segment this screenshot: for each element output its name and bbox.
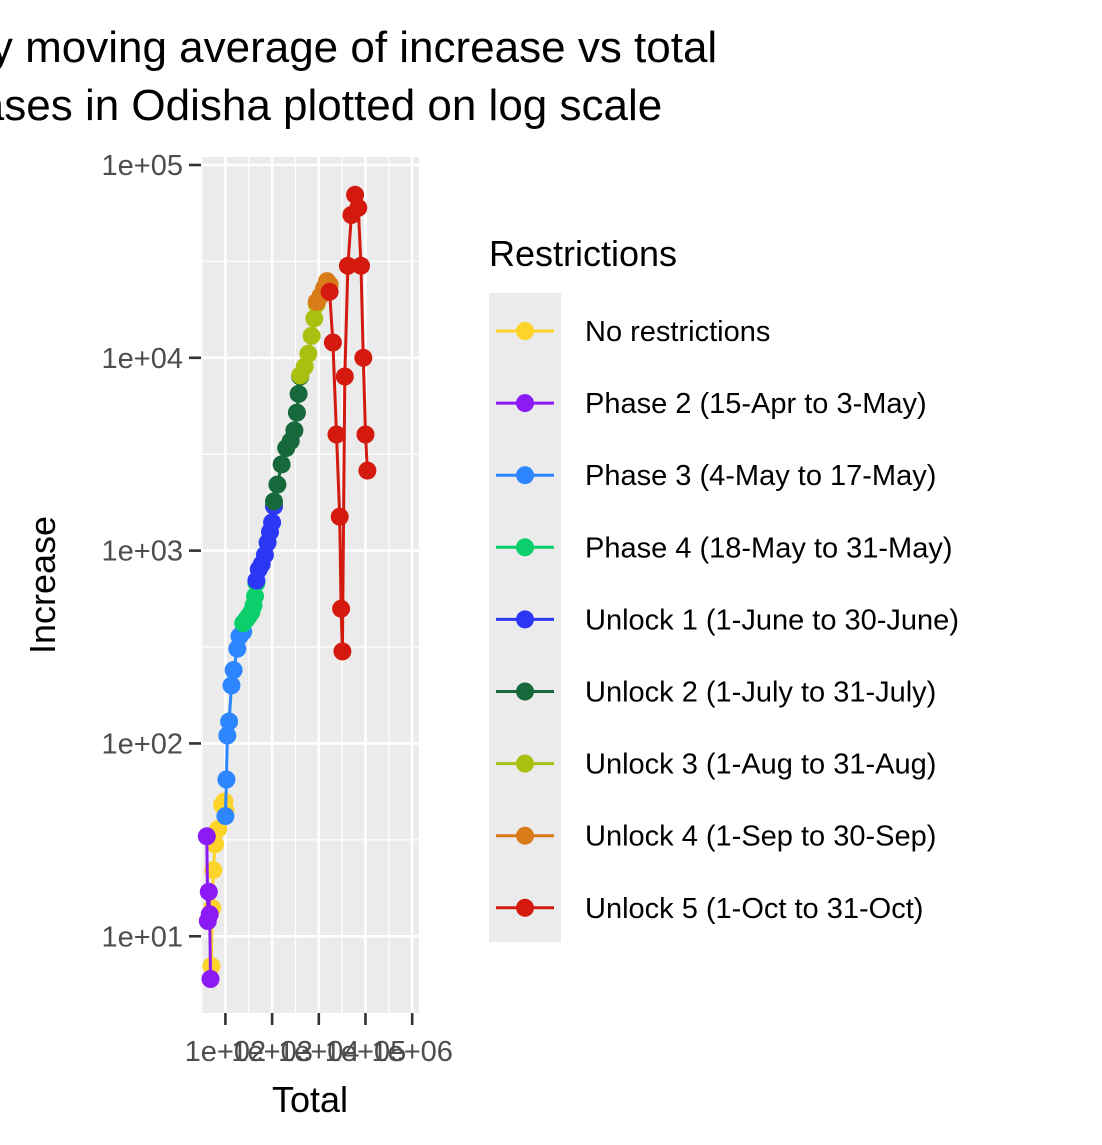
data-point	[289, 384, 308, 403]
data-point	[333, 642, 352, 661]
data-point	[218, 726, 237, 745]
legend-item: Phase 4 (18-May to 31-May)	[496, 532, 952, 564]
legend-item: Unlock 2 (1-July to 31-July)	[496, 677, 936, 709]
chart-title-line-2: cases in Odisha plotted on log scale	[0, 81, 662, 130]
x-tick-label: 1e+03	[231, 1036, 312, 1068]
legend-item: Unlock 5 (1-Oct to 31-Oct)	[496, 893, 923, 925]
data-point	[224, 661, 243, 680]
x-tick-label: 1e+05	[325, 1036, 406, 1068]
chart-title-line-1: 7-day moving average of increase vs tota…	[0, 23, 717, 72]
y-tick-label: 1e+01	[102, 921, 183, 953]
y-axis: 1e+01 1e+02 1e+03 1e+04 1e+05	[102, 150, 201, 953]
data-point	[199, 882, 218, 901]
legend-key-point	[516, 322, 534, 340]
data-point	[246, 587, 264, 606]
data-point	[197, 827, 216, 846]
y-axis-label: Increase	[22, 516, 63, 654]
y-tick-label: 1e+03	[102, 536, 183, 568]
legend-key-point	[516, 466, 534, 485]
legend-title: Restrictions	[489, 233, 677, 274]
series-8	[320, 185, 377, 661]
legend-item: Phase 3 (4-May to 17-May)	[496, 460, 936, 492]
legend-label: Phase 2 (15-Apr to 3-May)	[585, 388, 927, 420]
legend-key-point	[516, 682, 534, 701]
legend-item: Unlock 4 (1-Sep to 30-Sep)	[496, 821, 936, 853]
data-point	[335, 367, 354, 386]
legend-label: Phase 3 (4-May to 17-May)	[585, 460, 936, 492]
data-point	[272, 455, 291, 474]
legend: No restrictions Phase 2 (15-Apr to 3-May)…	[496, 316, 959, 925]
data-point	[220, 712, 239, 731]
legend-label: Unlock 2 (1-July to 31-July)	[585, 677, 936, 709]
legend-key-point	[516, 826, 534, 845]
data-point	[352, 256, 370, 275]
data-point	[305, 309, 324, 328]
data-point	[356, 425, 375, 444]
data-point	[332, 599, 351, 618]
legend-key-point	[516, 538, 534, 557]
data-point	[287, 403, 306, 422]
data-point	[320, 282, 339, 301]
data-point	[349, 198, 368, 217]
series-layer	[197, 185, 377, 988]
legend-item: Unlock 1 (1-June to 30-June)	[496, 604, 959, 636]
data-point	[222, 676, 241, 695]
data-point	[263, 513, 282, 532]
data-point	[204, 861, 223, 880]
data-point	[200, 905, 219, 924]
data-point	[338, 256, 357, 275]
data-point	[216, 807, 235, 826]
legend-key-point	[516, 394, 534, 413]
data-point	[327, 425, 346, 444]
data-point	[265, 492, 283, 511]
y-tick-label: 1e+02	[102, 728, 183, 760]
data-point	[299, 344, 318, 363]
legend-item: Phase 2 (15-Apr to 3-May)	[496, 388, 927, 420]
legend-key-point	[516, 898, 534, 917]
legend-label: Unlock 3 (1-Aug to 31-Aug)	[585, 749, 936, 781]
legend-item: No restrictions	[496, 316, 770, 348]
legend-label: No restrictions	[585, 316, 770, 348]
legend-label: Phase 4 (18-May to 31-May)	[585, 532, 952, 564]
x-tick-label: 1e+04	[278, 1036, 359, 1068]
data-point	[354, 348, 373, 367]
data-point	[285, 421, 304, 440]
legend-label: Unlock 1 (1-June to 30-June)	[585, 604, 959, 636]
legend-label: Unlock 5 (1-Oct to 31-Oct)	[585, 893, 923, 925]
y-tick-label: 1e+05	[102, 150, 183, 182]
y-tick-label: 1e+04	[102, 343, 183, 375]
legend-item: Unlock 3 (1-Aug to 31-Aug)	[496, 749, 936, 781]
data-point	[302, 326, 321, 345]
data-point	[330, 507, 349, 526]
x-tick-label: 1e+02	[185, 1036, 266, 1068]
data-point	[358, 461, 377, 480]
plot-panel	[201, 157, 419, 1013]
legend-key-point	[516, 610, 534, 629]
data-point	[217, 770, 236, 789]
legend-key-point	[516, 754, 534, 773]
x-tick-label: 1e+06	[371, 1036, 452, 1068]
data-point	[323, 333, 342, 352]
data-point	[201, 970, 220, 988]
data-point	[268, 475, 287, 494]
x-axis-label: Total	[272, 1079, 348, 1120]
legend-label: Unlock 4 (1-Sep to 30-Sep)	[585, 821, 936, 853]
series-1	[197, 827, 220, 988]
